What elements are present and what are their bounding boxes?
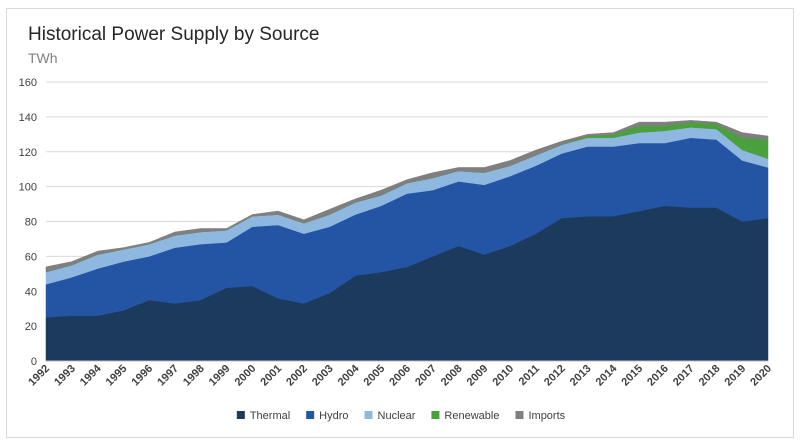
y-tick-label-20: 20 [25,321,37,333]
x-tick-label-1997: 1997 [155,363,181,389]
chart-unit-label: TWh [28,50,58,66]
legend-label-thermal: Thermal [250,410,290,422]
x-tick-label-2014: 2014 [594,362,620,388]
y-tick-label-40: 40 [25,286,37,298]
x-tick-label-1998: 1998 [181,363,207,389]
x-tick-label-2019: 2019 [723,363,749,389]
y-tick-label-0: 0 [31,356,37,368]
x-tick-label-1993: 1993 [52,363,78,389]
legend-swatch-thermal [236,411,245,419]
legend-swatch-nuclear [364,411,373,419]
x-tick-label-2020: 2020 [748,363,774,389]
y-tick-label-140: 140 [19,112,37,124]
area-series-imports [45,120,769,273]
x-tick-label-1994: 1994 [78,362,104,388]
legend-label-renewable: Renewable [444,410,499,422]
x-tick-label-2000: 2000 [233,363,259,389]
x-tick-label-2002: 2002 [284,363,310,389]
legend-swatch-imports [515,411,524,419]
legend: Thermal Hydro Nuclear Renewable Imports [236,410,566,422]
x-tick-label-2006: 2006 [387,363,413,389]
x-tick-label-1996: 1996 [129,363,155,389]
x-tick-label-2001: 2001 [258,363,284,389]
x-tick-label-2008: 2008 [439,363,465,389]
legend-label-nuclear: Nuclear [378,410,416,422]
x-tick-label-2011: 2011 [517,363,542,388]
y-tick-label-60: 60 [25,251,37,263]
x-tick-label-2004: 2004 [336,362,362,388]
x-tick-label-2003: 2003 [310,363,336,389]
x-tick-label-2013: 2013 [568,363,594,389]
legend-label-hydro: Hydro [319,410,348,422]
x-tick-label-2012: 2012 [542,363,568,389]
x-tick-label-2018: 2018 [697,363,723,389]
x-tick-label-2009: 2009 [465,363,491,389]
y-tick-label-160: 160 [19,77,37,89]
chart-title: Historical Power Supply by Source [28,24,320,45]
x-tick-label-1995: 1995 [104,363,130,389]
y-tick-label-120: 120 [19,147,37,159]
x-tick-label-2015: 2015 [619,363,645,389]
y-tick-label-80: 80 [25,217,37,229]
legend-swatch-renewable [431,411,440,419]
x-tick-label-2010: 2010 [490,363,516,389]
x-tick-label-2005: 2005 [362,363,388,389]
x-tick-label-2017: 2017 [671,363,697,389]
x-tick-label-2007: 2007 [413,363,439,389]
legend-swatch-hydro [306,411,315,419]
y-tick-label-100: 100 [19,182,37,194]
legend-label-imports: Imports [528,410,565,422]
area-series-layer [45,120,769,362]
x-tick-label-1999: 1999 [207,363,233,389]
x-tick-label-2016: 2016 [645,363,671,389]
